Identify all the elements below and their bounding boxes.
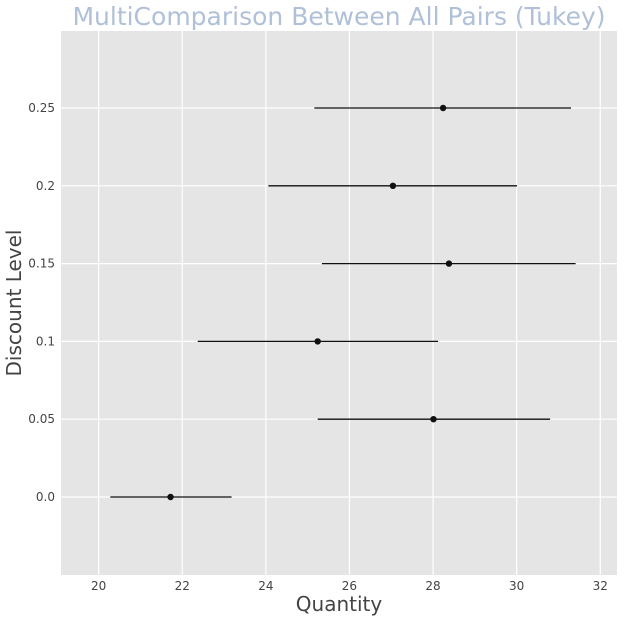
y-tick-label: 0.1 <box>36 334 55 348</box>
x-tick-label: 26 <box>342 579 357 593</box>
x-tick-label: 24 <box>258 579 273 593</box>
y-tick-label: 0.15 <box>28 257 55 271</box>
mean-point <box>389 182 397 189</box>
x-tick-label: 32 <box>593 579 608 593</box>
y-tick-labels: 0.0 0.05 0.1 0.15 0.2 0.25 <box>28 101 55 504</box>
mean-point <box>314 338 321 345</box>
chart-title: MultiComparison Between All Pairs (Tukey… <box>72 2 605 31</box>
plot-background <box>61 31 617 575</box>
y-axis-label: Discount Level <box>2 230 26 377</box>
x-tick-label: 20 <box>91 579 106 593</box>
interval-marks <box>110 104 576 501</box>
y-tick-label: 0.0 <box>36 490 55 504</box>
x-tick-label: 30 <box>509 579 524 593</box>
mean-point <box>445 260 453 267</box>
y-tick-label: 0.25 <box>28 101 55 115</box>
mean-point <box>167 493 174 501</box>
x-tick-label: 28 <box>425 579 440 593</box>
mean-point <box>439 104 447 112</box>
mean-point <box>430 416 437 423</box>
x-tick-labels: 20 22 24 26 28 30 32 <box>91 579 608 593</box>
x-axis-label: Quantity <box>296 592 383 616</box>
x-tick-label: 22 <box>175 579 190 593</box>
y-tick-label: 0.05 <box>28 412 55 426</box>
y-tick-label: 0.2 <box>36 179 55 193</box>
